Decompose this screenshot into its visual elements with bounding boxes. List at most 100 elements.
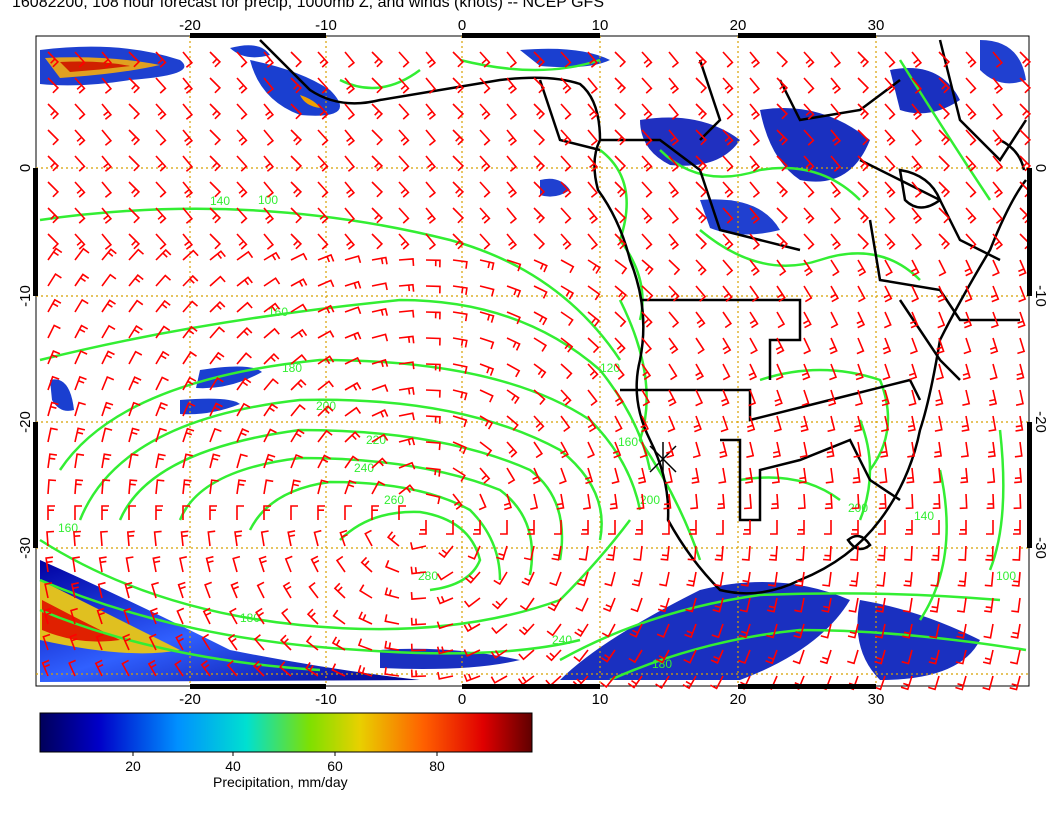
wind-barb (263, 77, 275, 94)
wind-barb (614, 233, 627, 250)
wind-barb (182, 51, 194, 68)
wind-barb (668, 51, 680, 68)
wind-barb (263, 277, 281, 287)
wind-barb (933, 467, 942, 484)
wind-barb (930, 571, 940, 587)
wind-barb (74, 479, 84, 495)
contour-label: 200 (640, 493, 660, 507)
wind-barb (695, 207, 708, 224)
wind-barb (479, 259, 495, 271)
wind-barb (908, 389, 917, 407)
wind-barb (738, 623, 751, 639)
wind-barb (425, 285, 441, 294)
wind-barb (964, 285, 973, 303)
wind-barb (290, 77, 303, 94)
wind-barb (766, 623, 778, 639)
wind-barb (882, 337, 892, 355)
wind-barb (630, 597, 643, 613)
wind-barb (331, 636, 346, 651)
wind-barb (902, 623, 913, 639)
wind-barb (47, 453, 58, 469)
wind-barb (560, 103, 572, 120)
wind-barb (290, 51, 303, 68)
wind-barb (371, 77, 384, 94)
wind-barb (74, 129, 86, 146)
wind-barb (47, 233, 60, 250)
wind-barb (74, 207, 86, 224)
wind-barb (857, 259, 867, 277)
wind-barb (587, 103, 599, 120)
wind-barb (847, 623, 859, 639)
wind-barb (128, 350, 143, 365)
wind-barb (911, 51, 923, 68)
wind-barb (984, 597, 994, 613)
wind-barb (46, 530, 55, 547)
wind-barb (776, 233, 789, 250)
wind-barb (962, 363, 971, 381)
wind-barb (344, 233, 356, 250)
wind-barb (744, 493, 752, 510)
wind-barb (830, 207, 842, 224)
wind-barb (398, 484, 415, 495)
wind-barb (479, 51, 491, 68)
wind-barb (801, 389, 810, 407)
wind-barb (749, 181, 761, 198)
wind-barb (992, 155, 1004, 172)
wind-barb (155, 233, 167, 250)
wind-barb (506, 441, 518, 458)
wind-barb (263, 327, 280, 339)
wind-barb (180, 530, 189, 547)
wind-barb (263, 181, 275, 198)
wind-barb (155, 401, 168, 417)
wind-barb (70, 607, 78, 625)
wind-barb (799, 441, 808, 458)
wind-barb (956, 623, 967, 639)
wind-barb (1019, 103, 1032, 120)
wind-barb (684, 623, 697, 639)
wind-barb (739, 597, 751, 613)
wind-barb (857, 77, 870, 94)
wind-barb (425, 363, 441, 372)
lat-tick-label: 0 (17, 164, 34, 172)
wind-barb (506, 207, 518, 224)
wind-barb (775, 363, 784, 381)
wind-barb (425, 259, 441, 268)
wind-barb (796, 545, 805, 561)
wind-barb (628, 649, 643, 664)
wind-barb (452, 103, 465, 120)
wind-barb (74, 51, 86, 68)
wind-barb (452, 337, 468, 348)
wind-barb (560, 337, 574, 353)
wind-barb (74, 247, 90, 261)
wind-barb (398, 155, 410, 172)
wind-barb (398, 386, 415, 395)
wind-barb (128, 207, 141, 224)
wind-barb (549, 571, 562, 587)
wind-barb (722, 155, 734, 172)
wind-barb (587, 415, 597, 433)
wind-barb (827, 389, 837, 407)
wind-barb (749, 129, 761, 146)
wind-barb (878, 520, 886, 535)
wind-barb (533, 51, 546, 68)
wind-barb (236, 51, 248, 68)
wind-barb (803, 103, 815, 120)
wind-barb (614, 363, 625, 380)
wind-barb (533, 389, 546, 406)
wind-barb (722, 337, 732, 355)
wind-barb (770, 493, 779, 510)
wind-barb (695, 389, 704, 407)
wind-barb (965, 155, 977, 172)
colorbar-tick-label: 60 (327, 758, 343, 774)
wind-barb (128, 505, 136, 520)
wind-barb (797, 520, 805, 535)
wind-barb (907, 441, 916, 458)
lon-ticks-bottom: -20 -10 0 10 20 30 (179, 691, 884, 708)
wind-barb (317, 233, 329, 250)
wind-barb (236, 207, 248, 224)
lat-tick-label: -20 (1032, 411, 1049, 433)
wind-barb (128, 376, 142, 391)
wind-barb (965, 233, 977, 250)
wind-barb (659, 571, 670, 587)
colorbar-tick-label: 20 (125, 758, 141, 774)
